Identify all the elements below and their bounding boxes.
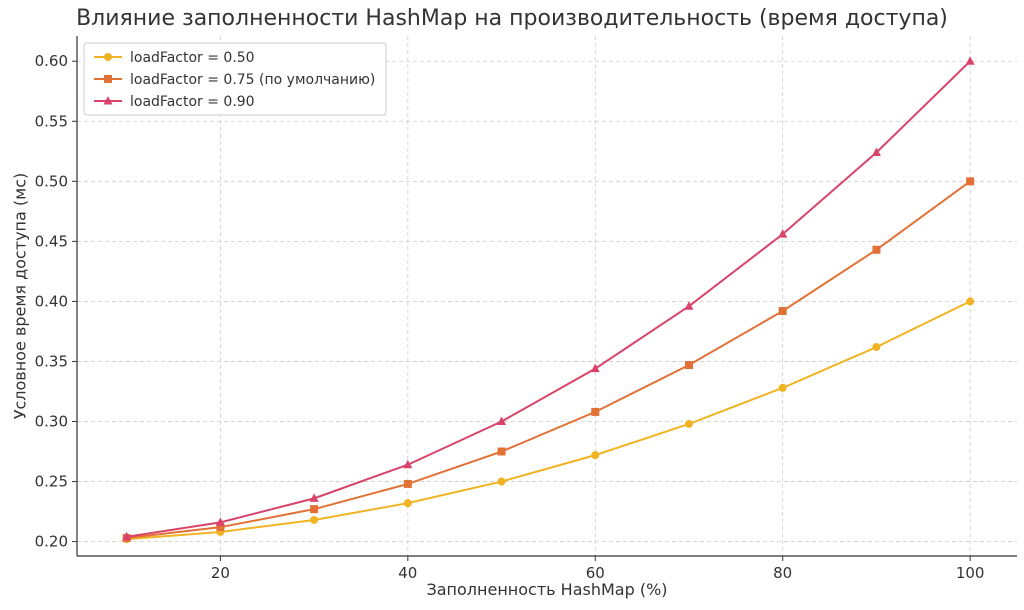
chart-title: Влияние заполненности HashMap на произво… [76,6,948,31]
y-tick-label: 0.45 [35,232,68,250]
series-1 [122,297,975,544]
axes-layer: 20 40 60 80 100 0.20 0.25 0.30 0.35 0.40 0.45 0.50 0… [35,36,1017,582]
data-point [778,229,788,238]
legend-marker [104,75,112,83]
y-tick-label: 0.60 [35,52,68,70]
data-point [966,297,975,306]
x-tick-label: 40 [398,564,417,582]
data-point [215,517,225,526]
legend-marker [103,96,113,105]
data-point [403,479,412,488]
legend-label: loadFactor = 0.75 (по умолчанию) [130,72,375,88]
data-point [684,419,693,428]
series-line [126,60,971,538]
legend-label: loadFactor = 0.90 [130,94,255,110]
data-point [778,383,787,392]
y-tick-label: 0.30 [35,412,68,430]
data-point [684,361,693,370]
data-point [684,301,694,310]
x-axis-label: Заполненность HashMap (%) [426,580,668,599]
data-point [403,459,413,469]
data-point [591,451,600,460]
series-line [126,300,971,541]
data-point [872,245,881,254]
data-point [966,177,975,186]
data-point [591,407,600,416]
data-point [310,515,319,524]
y-tick-label: 0.50 [35,172,68,190]
data-point [310,505,319,514]
y-tick-label: 0.35 [35,352,68,370]
series-line [126,180,971,539]
series-3 [122,56,975,541]
data-point [871,147,881,156]
data-point [122,531,132,541]
legend-item: loadFactor = 0.90 [94,94,255,110]
x-tick-label: 20 [211,564,230,582]
y-tick-label: 0.20 [35,533,68,551]
legend-marker [104,53,112,61]
legend-item: loadFactor = 0.50 [94,50,255,66]
legend: loadFactor = 0.50 loadFactor = 0.75 (по у… [83,42,387,116]
x-tick-label: 80 [773,564,792,582]
data-point [965,56,975,65]
data-point [309,493,319,502]
x-tick-label: 100 [956,564,985,582]
data-point [216,523,225,532]
data-point [778,307,787,316]
y-tick-label: 0.40 [35,292,68,310]
x-tick-label: 60 [586,564,605,582]
data-point [497,477,506,486]
data-point [590,363,600,373]
y-axis-label: Условное время доступа (мс) [10,172,30,420]
data-point [872,343,881,352]
data-point [403,499,412,508]
legend-box [83,42,387,116]
y-tick-label: 0.25 [35,473,68,491]
series-layer [122,56,975,544]
y-tick-label: 0.55 [35,112,68,130]
data-point [497,416,507,425]
legend-label: loadFactor = 0.50 [130,50,255,66]
legend-item: loadFactor = 0.75 (по умолчанию) [94,72,375,88]
data-point [497,447,506,456]
